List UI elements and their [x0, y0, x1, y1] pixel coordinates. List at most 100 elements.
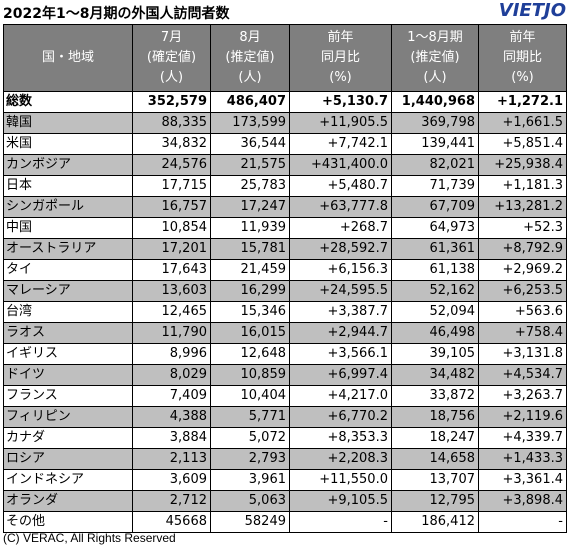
value-cell: 34,832 [132, 133, 211, 155]
value-cell: 5,063 [210, 490, 290, 512]
value-cell: +563.6 [478, 301, 567, 323]
value-cell: 2,793 [210, 448, 290, 470]
column-header: 前年 同期比 (%) [478, 24, 567, 92]
value-cell: 64,973 [391, 217, 479, 239]
value-cell: 5,771 [210, 406, 290, 428]
copyright-footer: (C) VERAC, All Rights Reserved [3, 531, 176, 545]
value-cell: +6,770.2 [289, 406, 392, 428]
table-row: カナダ 3,884 5,072 +8,353.3 18,247 +4,339.7 [3, 427, 567, 449]
value-cell: 17,201 [132, 238, 211, 260]
value-cell: +4,339.7 [478, 427, 567, 449]
value-cell: 2,113 [132, 448, 211, 470]
region-cell: シンガポール [3, 196, 133, 218]
value-cell: 10,854 [132, 217, 211, 239]
value-cell: 3,884 [132, 427, 211, 449]
value-cell: 52,094 [391, 301, 479, 323]
value-cell: 486,407 [210, 91, 290, 113]
value-cell: +11,550.0 [289, 469, 392, 491]
value-cell: 11,939 [210, 217, 290, 239]
column-header-line: 前年 [509, 30, 536, 45]
table-row: マレーシア 13,603 16,299 +24,595.5 52,162 +6,253.5 [3, 280, 567, 302]
table-row: ラオス 11,790 16,015 +2,944.7 46,498 +758.4 [3, 322, 567, 344]
value-cell: +5,480.7 [289, 175, 392, 197]
region-cell: マレーシア [3, 280, 133, 302]
table-row: フィリピン 4,388 5,771 +6,770.2 18,756 +2,119.6 [3, 406, 567, 428]
value-cell: +268.7 [289, 217, 392, 239]
column-header-line: (%) [329, 70, 352, 85]
value-cell: 15,346 [210, 301, 290, 323]
value-cell: +1,433.3 [478, 448, 567, 470]
column-header-line: (人) [238, 70, 262, 85]
value-cell: +28,592.7 [289, 238, 392, 260]
value-cell: 36,544 [210, 133, 290, 155]
value-cell: 1,440,968 [391, 91, 479, 113]
value-cell: - [289, 511, 392, 533]
value-cell: 21,459 [210, 259, 290, 281]
table-row: タイ 17,643 21,459 +6,156.3 61,138 +2,969.2 [3, 259, 567, 281]
value-cell: +3,898.4 [478, 490, 567, 512]
column-header-line: 7月 [160, 30, 183, 45]
value-cell: 16,015 [210, 322, 290, 344]
table-body: 総数 352,579 486,407 +5,130.7 1,440,968 +1,272.… [3, 91, 567, 533]
value-cell: 61,138 [391, 259, 479, 281]
column-header-line: (人) [423, 70, 447, 85]
table-title: 2022年1～8月期の外国人訪問者数 [3, 6, 230, 22]
value-cell: 13,707 [391, 469, 479, 491]
value-cell: +63,777.8 [289, 196, 392, 218]
table-row: オランダ 2,712 5,063 +9,105.5 12,795 +3,898.4 [3, 490, 567, 512]
value-cell: +2,119.6 [478, 406, 567, 428]
region-cell: イギリス [3, 343, 133, 365]
value-cell: 16,299 [210, 280, 290, 302]
table-row: 韓国 88,335 173,599 +11,905.5 369,798 +1,661.5 [3, 112, 567, 134]
value-cell: 61,361 [391, 238, 479, 260]
value-cell: 11,790 [132, 322, 211, 344]
column-header-line: 8月 [239, 30, 261, 45]
column-header-line: (推定値) [225, 50, 275, 65]
value-cell: 15,781 [210, 238, 290, 260]
table-row: 米国 34,832 36,544 +7,742.1 139,441 +5,851.4 [3, 133, 567, 155]
region-cell: その他 [3, 511, 133, 533]
value-cell: 25,783 [210, 175, 290, 197]
value-cell: +1,272.1 [478, 91, 567, 113]
region-cell: フランス [3, 385, 133, 407]
region-cell: 台湾 [3, 301, 133, 323]
value-cell: 39,105 [391, 343, 479, 365]
table-row: オーストラリア 17,201 15,781 +28,592.7 61,361 +8,792… [3, 238, 567, 260]
value-cell: +8,353.3 [289, 427, 392, 449]
value-cell: 10,404 [210, 385, 290, 407]
value-cell: +4,217.0 [289, 385, 392, 407]
value-cell: 17,715 [132, 175, 211, 197]
value-cell: 21,575 [210, 154, 290, 176]
value-cell: 45668 [132, 511, 211, 533]
value-cell: 369,798 [391, 112, 479, 134]
value-cell: 17,643 [132, 259, 211, 281]
column-header-line: 同月比 [320, 50, 360, 65]
table-row: イギリス 8,996 12,648 +3,566.1 39,105 +3,131.8 [3, 343, 567, 365]
value-cell: 34,482 [391, 364, 479, 386]
value-cell: 8,996 [132, 343, 211, 365]
value-cell: +1,181.3 [478, 175, 567, 197]
value-cell: +2,208.3 [289, 448, 392, 470]
table-row: ロシア 2,113 2,793 +2,208.3 14,658 +1,433.3 [3, 448, 567, 470]
value-cell: +11,905.5 [289, 112, 392, 134]
region-cell: オランダ [3, 490, 133, 512]
region-cell: カンボジア [3, 154, 133, 176]
value-cell: +4,534.7 [478, 364, 567, 386]
value-cell: +8,792.9 [478, 238, 567, 260]
column-header: 8月 (推定値) (人) [210, 24, 290, 92]
value-cell: +24,595.5 [289, 280, 392, 302]
value-cell: 18,247 [391, 427, 479, 449]
value-cell: 8,029 [132, 364, 211, 386]
column-header-line: (%) [511, 70, 534, 85]
value-cell: 82,021 [391, 154, 479, 176]
value-cell: 71,739 [391, 175, 479, 197]
region-cell: インドネシア [3, 469, 133, 491]
column-header-line: 国・地域 [41, 50, 94, 65]
region-cell: オーストラリア [3, 238, 133, 260]
value-cell: +2,969.2 [478, 259, 567, 281]
value-cell: +7,742.1 [289, 133, 392, 155]
value-cell: 17,247 [210, 196, 290, 218]
value-cell: 2,712 [132, 490, 211, 512]
column-header: 1～8月期 (推定値) (人) [391, 24, 479, 92]
value-cell: +6,997.4 [289, 364, 392, 386]
